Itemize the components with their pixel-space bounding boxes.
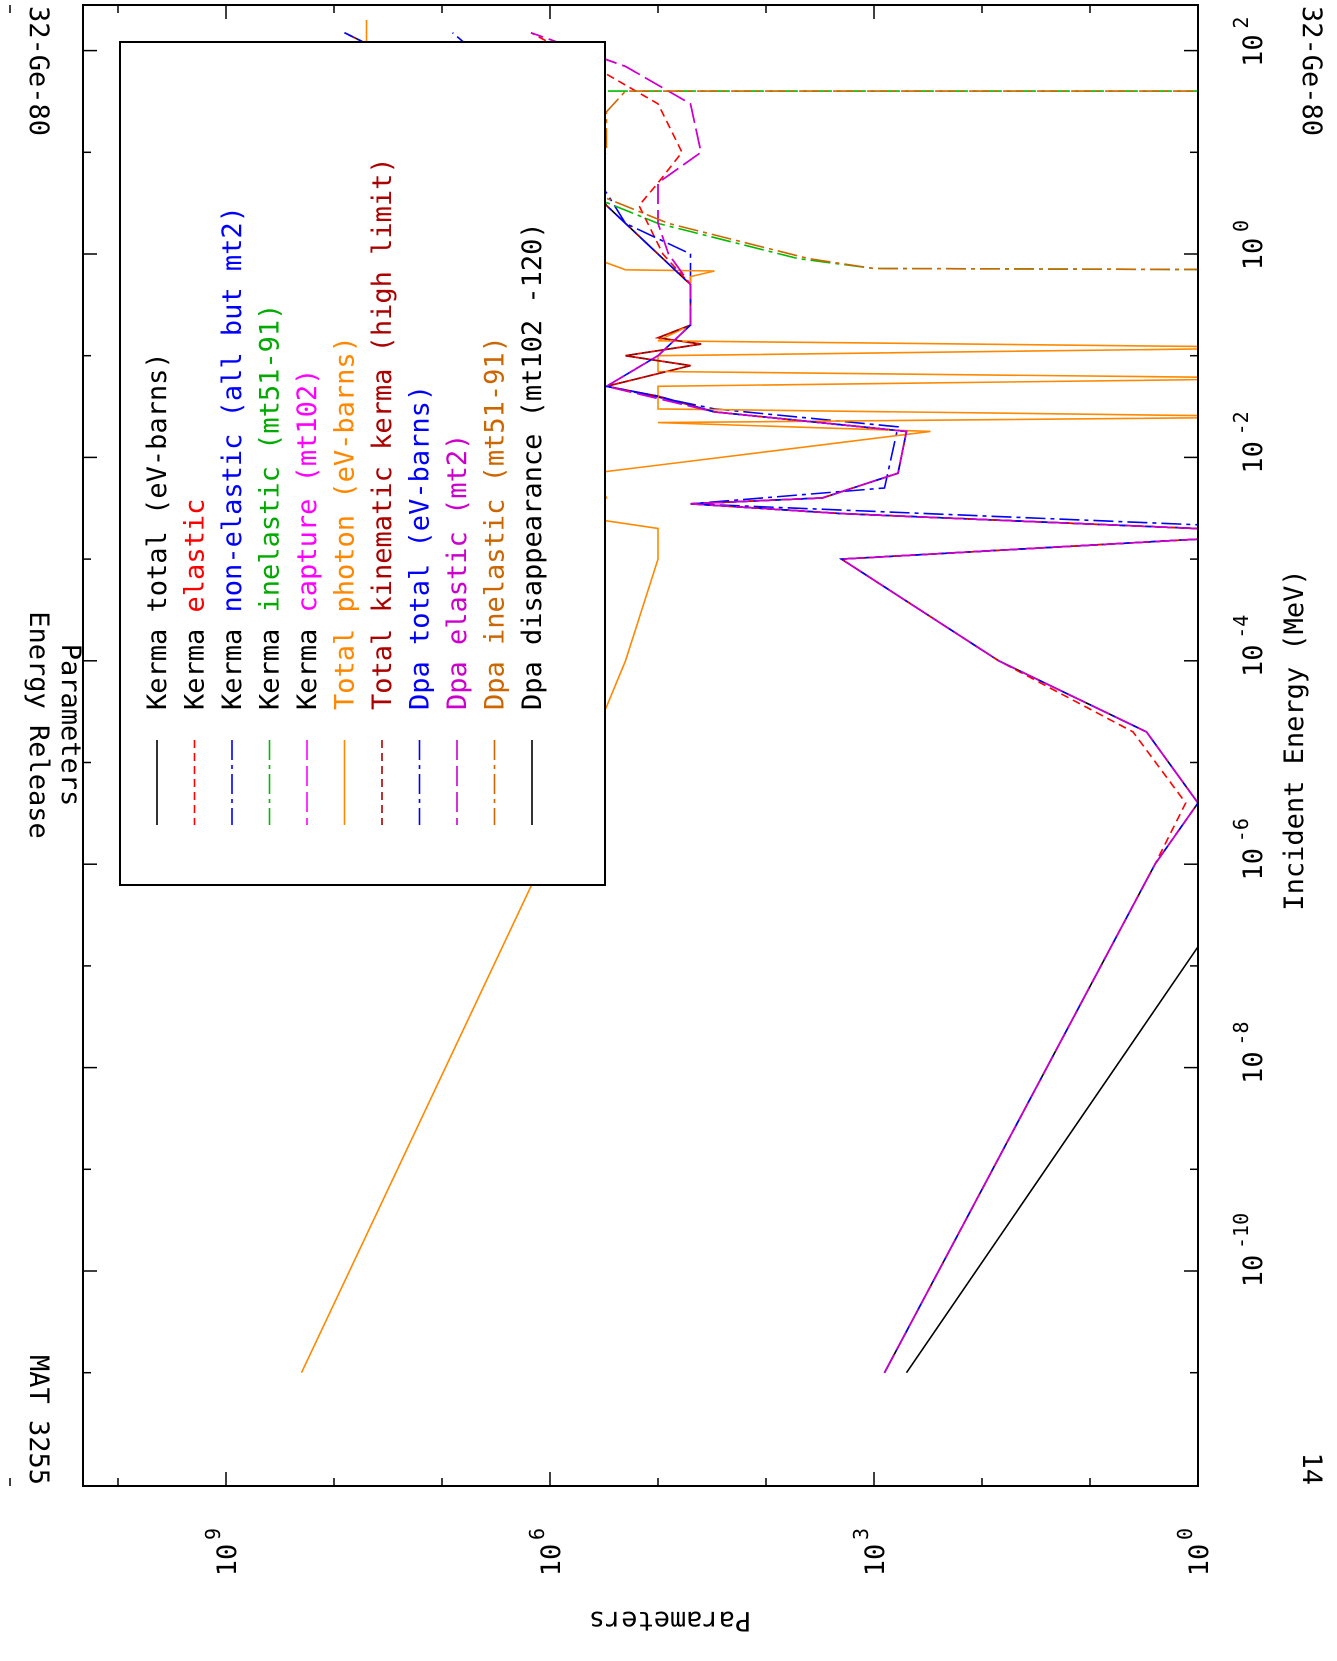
legend-label-part: Kerma — [255, 612, 286, 710]
x-tick-base: 10 — [1238, 34, 1269, 67]
series-line-8 — [530, 31, 1198, 1374]
plot-frame — [82, 4, 1199, 1487]
legend-label-part: Dpa elastic (mt2) — [442, 434, 473, 710]
legend-label-2: Kerma non-elastic (all but mt2) — [217, 206, 248, 710]
x-axis-label: Incident Energy (MeV) — [1279, 569, 1310, 910]
y-tick-exp: 3 — [849, 1528, 873, 1540]
legend-box — [119, 41, 606, 886]
legend-label-part: Dpa total (eV-barns) — [405, 385, 436, 710]
legend-label-0: Kerma total (eV-barns) — [142, 352, 173, 710]
legend-label-3: Kerma inelastic (mt51-91) — [255, 304, 286, 710]
x-tick-base: 10 — [1238, 645, 1269, 678]
legend-label-1: Kerma elastic — [180, 499, 211, 710]
legend-label-8: Dpa elastic (mt2) — [442, 434, 473, 710]
x-tick-exp: -8 — [1229, 1022, 1253, 1046]
x-tick-base: 10 — [1238, 1051, 1269, 1084]
legend-label-part: Total photon (eV-barns) — [330, 336, 361, 710]
x-tick-label: 10 0 — [1229, 220, 1269, 270]
legend-label-part: Total kinematic kerma (high limit) — [367, 157, 398, 710]
y-tick-labels: 10010310610910121015 — [201, 1528, 1215, 1576]
legend: Kerma total (eV-barns) Kerma elasticKerma… — [142, 157, 548, 825]
y-tick-label: 109 — [201, 1528, 243, 1576]
legend-label-part: Dpa inelastic (mt51-91) — [480, 336, 511, 710]
y-tick-base: 10 — [212, 1544, 243, 1577]
legend-label-part: elastic — [180, 499, 211, 613]
legend-label-part: Kerma — [180, 612, 211, 710]
material-label-top: 32-Ge-80 — [23, 6, 54, 136]
legend-label-part: Dpa disappearance (mt102 -120) — [517, 222, 548, 710]
y-tick-exp: 0 — [1173, 1528, 1197, 1540]
x-tick-label: 10-4 — [1229, 615, 1269, 677]
y-tick-base: 10 — [536, 1544, 567, 1577]
x-tick-exp: -2 — [1229, 411, 1253, 435]
series-line-10 — [905, 945, 1198, 1374]
legend-label-9: Dpa inelastic (mt51-91) — [480, 336, 511, 710]
x-tick-base: 10 — [1238, 1255, 1269, 1288]
x-tick-base: 10 — [1238, 848, 1269, 881]
legend-label-part: Kerma — [217, 612, 248, 710]
y-tick-exp: 9 — [201, 1528, 225, 1540]
x-tick-base: 10 — [1238, 238, 1269, 271]
legend-label-part: inelastic (mt51-91) — [255, 304, 286, 613]
y-tick-base: 10 — [1184, 1544, 1215, 1577]
x-tick-exp: -10 — [1229, 1213, 1253, 1249]
y-tick-label: 100 — [1173, 1528, 1215, 1576]
x-tick-exp: -6 — [1229, 818, 1253, 842]
y-tick-exp: 6 — [525, 1528, 549, 1540]
y-tick-label: 103 — [849, 1528, 891, 1576]
legend-label-5: Total photon (eV-barns) — [330, 336, 361, 710]
y-axis-label: Parameters — [589, 1605, 752, 1636]
material-label-bottom: 32-Ge-80 — [1296, 6, 1327, 136]
x-tick-exp: 0 — [1229, 220, 1253, 232]
legend-label-part: non-elastic (all but mt2) — [217, 206, 248, 612]
legend-label-7: Dpa total (eV-barns) — [405, 385, 436, 710]
x-tick-base: 10 — [1238, 441, 1269, 474]
x-tick-label: 10-6 — [1229, 818, 1269, 880]
corner-label: 14 — [1296, 1452, 1327, 1485]
legend-label-6: Total kinematic kerma (high limit) — [367, 157, 398, 710]
title-line2: Parameters — [55, 644, 86, 807]
series-line-9 — [581, 90, 1198, 271]
legend-label-10: Dpa disappearance (mt102 -120) — [517, 222, 548, 710]
x-tick-label: 10-10 — [1229, 1213, 1269, 1287]
legend-label-part: Kerma — [292, 612, 323, 710]
x-tick-exp: -4 — [1229, 615, 1253, 639]
title-line1: Energy Release — [23, 611, 54, 839]
tick-group — [9, 5, 1199, 1486]
mat-label: MAT 3255 — [23, 1355, 54, 1485]
x-tick-label: 10-8 — [1229, 1022, 1269, 1084]
x-tick-label: 102 — [1229, 17, 1269, 67]
x-tick-exp: 2 — [1229, 17, 1253, 29]
legend-label-4: Kerma capture (mt102) — [292, 369, 323, 710]
legend-label-part: capture (mt102) — [292, 369, 323, 613]
y-tick-base: 10 — [860, 1544, 891, 1577]
y-tick-label: 106 — [525, 1528, 567, 1576]
legend-label-part: Kerma total (eV-barns) — [142, 352, 173, 710]
x-tick-label: 10-2 — [1229, 411, 1269, 473]
series-line-3 — [549, 90, 1198, 271]
